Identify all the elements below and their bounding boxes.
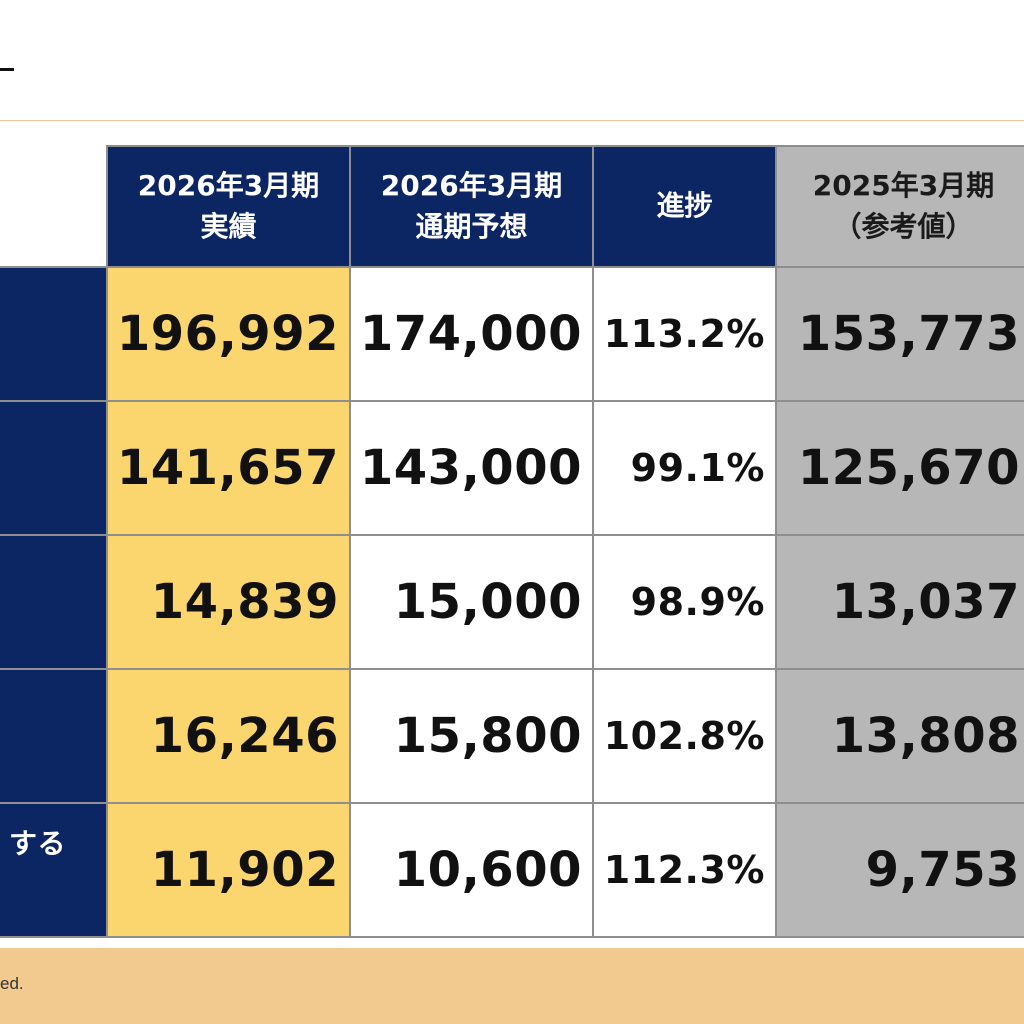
forecast-value: 174,000 (349, 266, 594, 402)
header-actual-kind: 実績 (200, 209, 257, 243)
actual-value: 11,902 (106, 802, 351, 938)
prior-value: 9,753 (775, 802, 1024, 938)
header-actual-period: 2026年3月期 (137, 168, 320, 202)
row-label (0, 266, 108, 402)
row-label (0, 668, 108, 804)
title-fragment (0, 68, 14, 71)
forecast-value: 10,600 (349, 802, 594, 938)
table-row: 196,992 174,000 113.2% 153,773 (0, 266, 1024, 402)
header-forecast-period: 2026年3月期 (380, 168, 563, 202)
forecast-value: 15,000 (349, 534, 594, 670)
header-actual: 2026年3月期 実績 (106, 145, 351, 268)
actual-value: 14,839 (106, 534, 351, 670)
actual-value: 16,246 (106, 668, 351, 804)
progress-value: 113.2% (592, 266, 777, 402)
prior-value: 13,037 (775, 534, 1024, 670)
footer-band (0, 948, 1024, 1024)
header-prior-period: 2025年3月期 (812, 168, 995, 202)
prior-value: 13,808 (775, 668, 1024, 804)
header-forecast-kind: 通期予想 (415, 209, 528, 243)
row-label (0, 400, 108, 536)
header-forecast: 2026年3月期 通期予想 (349, 145, 594, 268)
prior-value: 153,773 (775, 266, 1024, 402)
forecast-value: 143,000 (349, 400, 594, 536)
forecast-value: 15,800 (349, 668, 594, 804)
results-table: 2026年3月期 実績 2026年3月期 通期予想 進捗 2025年3月期 （参… (0, 145, 1024, 938)
progress-value: 98.9% (592, 534, 777, 670)
table-row: 14,839 15,000 98.9% 13,037 (0, 534, 1024, 670)
header-prior-kind: （参考値） (833, 209, 974, 243)
actual-value: 196,992 (106, 266, 351, 402)
actual-value: 141,657 (106, 400, 351, 536)
header-progress-label: 進捗 (656, 189, 713, 223)
table-row: 141,657 143,000 99.1% 125,670 (0, 400, 1024, 536)
header-corner (0, 145, 108, 268)
table-row: 16,246 15,800 102.8% 13,808 (0, 668, 1024, 804)
progress-value: 102.8% (592, 668, 777, 804)
header-prior: 2025年3月期 （参考値） (775, 145, 1024, 268)
progress-value: 99.1% (592, 400, 777, 536)
header-row: 2026年3月期 実績 2026年3月期 通期予想 進捗 2025年3月期 （参… (0, 145, 1024, 268)
footer-note: ed. (0, 974, 24, 993)
table-row: する 11,902 10,600 112.3% 9,753 (0, 802, 1024, 938)
title-divider (0, 120, 1024, 121)
row-label (0, 534, 108, 670)
prior-value: 125,670 (775, 400, 1024, 536)
header-progress: 進捗 (592, 145, 777, 268)
progress-value: 112.3% (592, 802, 777, 938)
row-label: する (0, 802, 108, 938)
